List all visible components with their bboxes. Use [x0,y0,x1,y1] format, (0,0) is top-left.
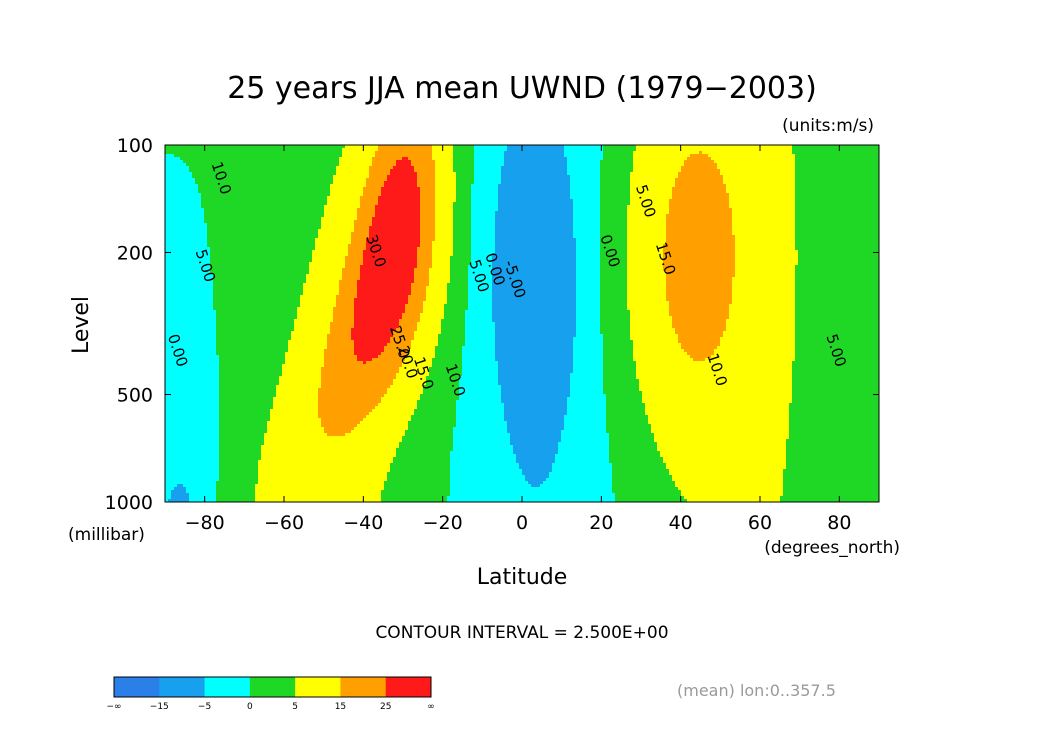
colorbar-label: 5 [292,702,298,712]
colorbar-label: ∞ [427,702,435,712]
x-tick-label: 0 [516,512,528,534]
x-tick-label: 20 [589,512,613,534]
contour-interval-note: CONTOUR INTERVAL = 2.500E+00 [375,623,668,643]
colorbar-label: −15 [150,702,169,712]
colorbar-label: 25 [380,702,391,712]
plot-area [165,145,880,503]
footer-note: (mean) lon:0..357.5 [677,681,836,700]
x-tick-label: −20 [423,512,463,534]
y-axis-label: Level [69,296,94,354]
colorbar: −∞ −15 −5 0 5 15 25 ∞ [106,677,434,712]
colorbar-swatch [386,677,432,697]
x-tick-label: 60 [748,512,772,534]
colorbar-label: −∞ [106,702,121,712]
colorbar-swatch [295,677,341,697]
colorbar-label: 0 [247,702,253,712]
x-tick-label: 80 [827,512,851,534]
y-tick-label: 100 [117,135,153,157]
y-tick-label: 200 [117,242,153,264]
y-tick-label: 500 [117,385,153,407]
x-tick-label: −40 [343,512,383,534]
x-axis-label: Latitude [477,565,568,590]
colorbar-swatch [159,677,205,697]
colorbar-swatch [114,677,160,697]
colorbar-label: −5 [198,702,211,712]
y-tick-label: 1000 [105,492,153,514]
colorbar-label: 15 [335,702,346,712]
x-units-label: (degrees_north) [764,538,900,558]
colorbar-swatch [205,677,251,697]
y-units-label: (millibar) [68,525,145,545]
x-tick-label: −60 [264,512,304,534]
units-label: (units:m/s) [782,116,874,136]
x-tick-label: −80 [185,512,225,534]
chart-title: 25 years JJA mean UWND (1979−2003) [227,71,817,106]
x-tick-label: 40 [669,512,693,534]
colorbar-swatch [250,677,296,697]
colorbar-swatch [340,677,386,697]
